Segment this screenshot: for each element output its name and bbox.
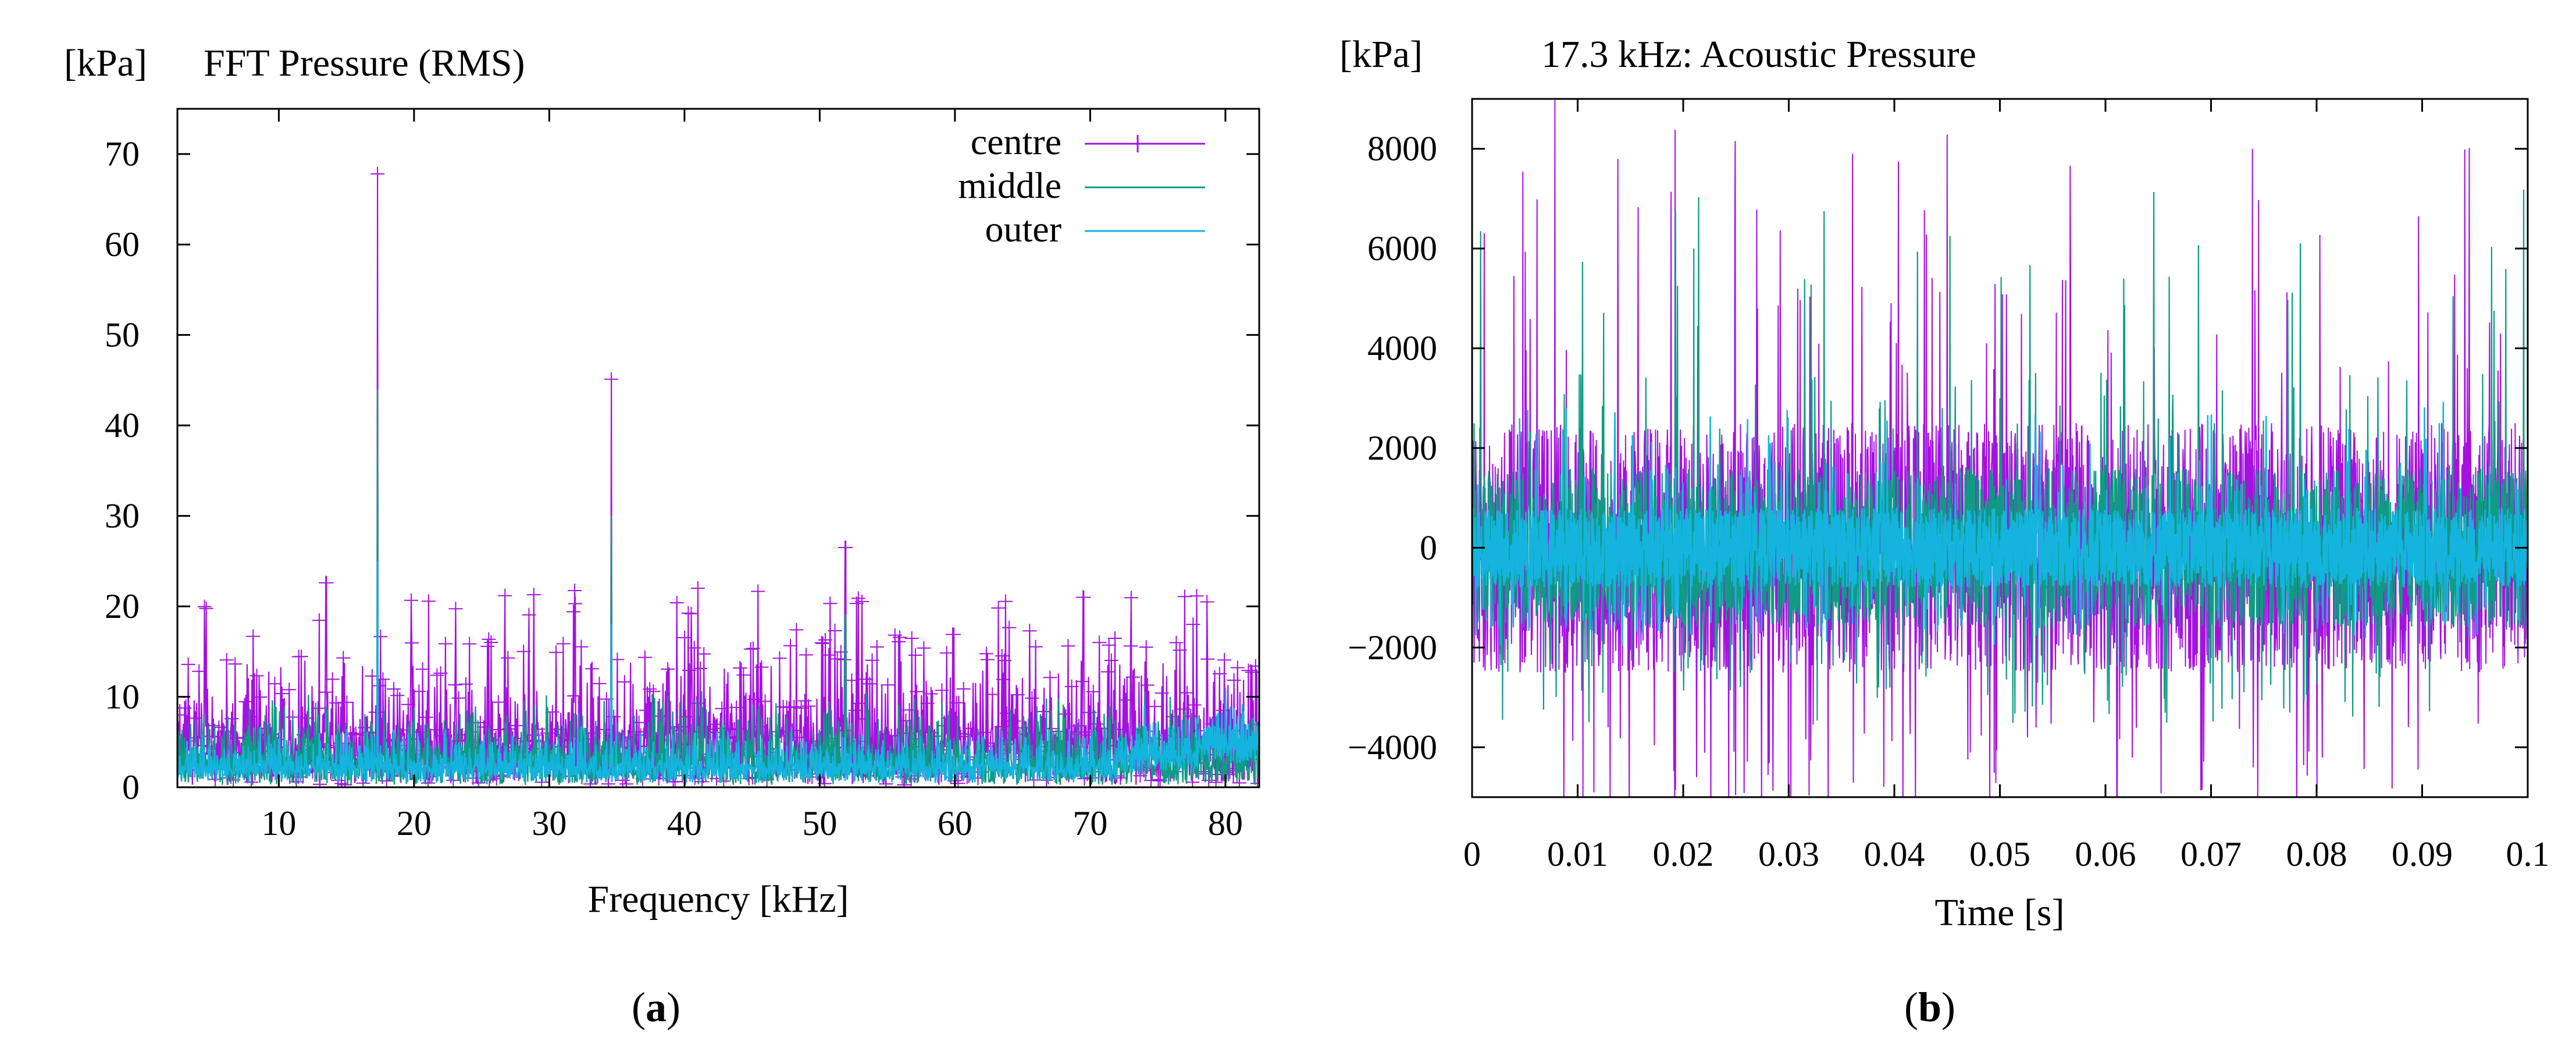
caption-a-letter: a [646,984,667,1030]
panel-a-caption: (a) [632,984,680,1030]
x-tick-label: 20 [397,804,432,843]
series-middle-line [177,389,1259,786]
x-tick-label: 0 [1463,835,1481,873]
x-tick-label: 40 [667,804,702,843]
x-tick-label: 0.08 [2286,835,2347,873]
svg-text:(b): (b) [1904,984,1955,1030]
x-tick-label: 0.07 [2180,835,2242,873]
x-tick-label: 0.05 [1969,835,2030,873]
panel-a-title: FFT Pressure (RMS) [204,42,525,84]
caption-b-close: ) [1941,984,1955,1030]
panel-b-caption: (b) [1904,984,1955,1030]
series-outer-signal [1472,401,2528,646]
x-tick-label: 80 [1208,804,1243,843]
y-tick-label: 20 [105,587,140,625]
caption-a-open: ( [632,984,646,1030]
legend-label-outer: outer [985,208,1062,250]
x-tick-label: 0.04 [1864,835,1925,873]
panel-a-frame [176,108,1260,788]
x-tick-label: 30 [532,804,566,843]
x-tick-label: 50 [802,804,837,843]
panel-b-ylabel: [kPa] [1339,33,1423,76]
x-tick-label: 0.1 [2506,835,2550,873]
x-tick-label: 0.09 [2392,835,2453,873]
x-tick-label: 0.03 [1758,835,1819,873]
series-centre-line [177,173,1259,786]
legend-label-centre: centre [971,121,1061,162]
y-tick-label: 40 [105,406,140,445]
panel-a-xlabel: Frequency [kHz] [588,878,849,920]
panel-b-y-axis: −4000 −2000 0 2000 4000 6000 8000 [1348,130,2528,766]
y-tick-label: 2000 [1367,429,1437,467]
panel-a-y-axis: 0 10 20 30 40 50 60 70 [105,135,1259,806]
y-tick-label: 8000 [1367,130,1437,168]
panel-b-plot-area [1472,99,2528,797]
y-tick-label: 60 [105,225,140,264]
panel-b: [kPa] 17.3 kHz: Acoustic Pressure 0 0.01 0… [1339,33,2550,1030]
x-tick-label: 0.01 [1547,835,1608,873]
panel-b-title: 17.3 kHz: Acoustic Pressure [1541,33,1976,76]
y-tick-label: −2000 [1348,628,1437,667]
y-tick-label: 50 [105,316,140,354]
panel-b-xlabel: Time [s] [1934,891,2064,934]
legend-marker-centre [1129,135,1146,152]
y-tick-label: 10 [105,678,140,716]
panel-a-x-axis: 10 20 30 40 50 60 70 80 [261,109,1243,843]
panel-a-ylabel: [kPa] [64,42,147,84]
y-tick-label: 70 [105,135,140,173]
x-tick-label: 60 [938,804,972,843]
x-tick-label: 70 [1073,804,1107,843]
y-tick-label: 30 [105,497,140,535]
y-tick-label: 4000 [1367,329,1437,368]
legend-label-middle: middle [958,165,1061,206]
x-tick-label: 0.06 [2075,835,2136,873]
series-centre-markers [177,166,1259,787]
legend: centre middle outer [958,121,1205,250]
y-tick-label: 0 [122,768,140,806]
panel-b-x-axis: 0 0.01 0.02 0.03 0.04 0.05 0.06 0.07 0.08 0.09 0.1 [1463,99,2550,873]
y-tick-label: 6000 [1367,229,1437,268]
y-tick-label: 0 [1420,528,1437,567]
y-tick-label: −4000 [1348,728,1437,766]
series-outer-line [177,561,1259,783]
x-tick-label: 0.02 [1653,835,1714,873]
panel-a: [kPa] FFT Pressure (RMS) 10 20 30 40 50 60 70 8… [64,42,1260,1030]
caption-a-close: ) [667,984,680,1030]
svg-text:(a): (a) [632,984,680,1030]
caption-b-open: ( [1904,984,1918,1030]
caption-b-letter: b [1918,984,1941,1030]
panel-a-plot-area [177,166,1259,787]
x-tick-label: 10 [261,804,296,843]
